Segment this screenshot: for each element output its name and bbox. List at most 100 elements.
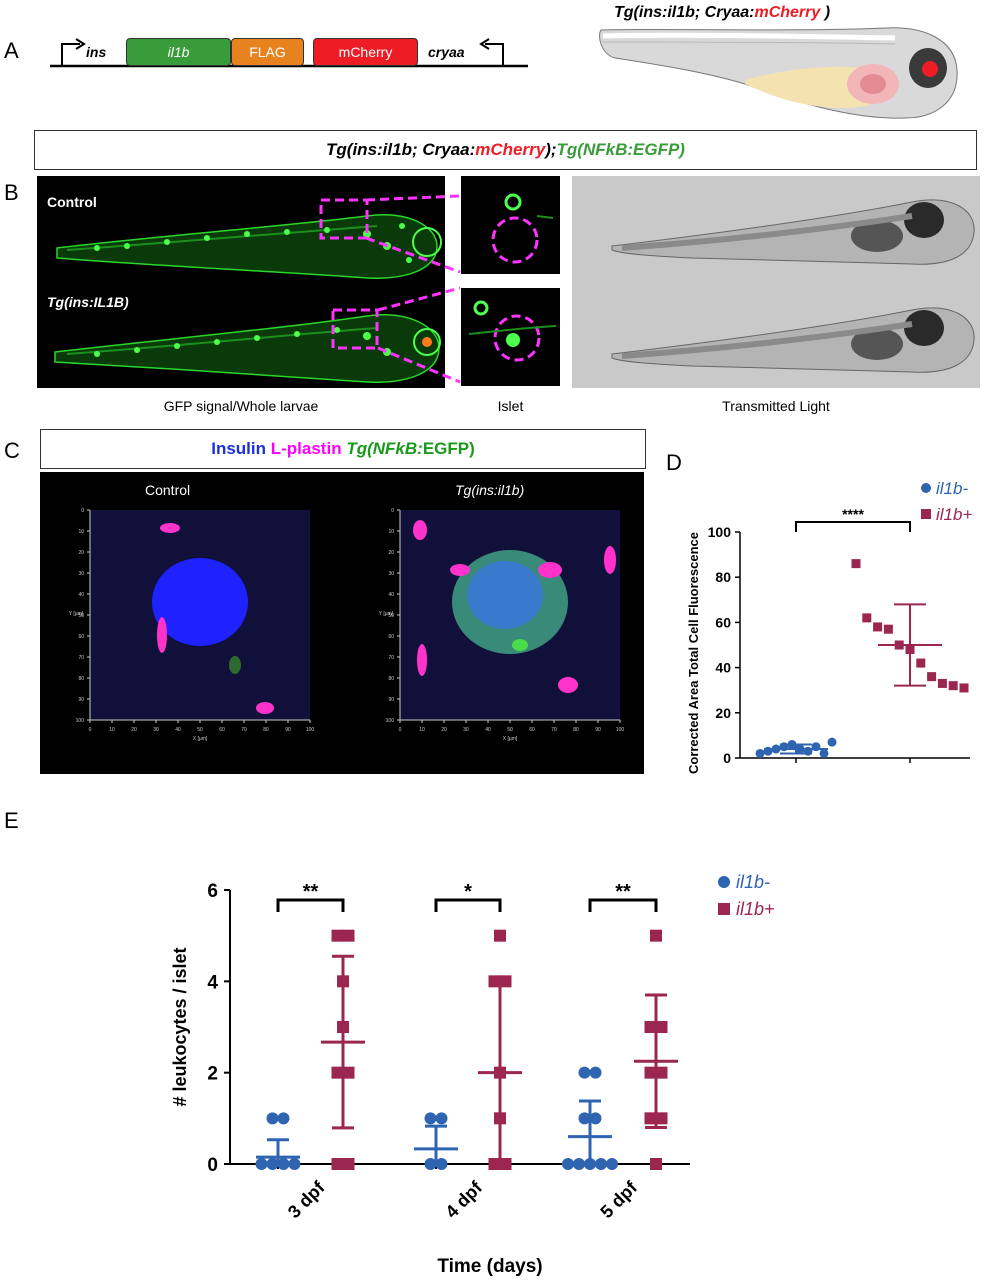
significance-bracket: [795, 521, 911, 532]
x-tick-label: 60: [529, 727, 535, 733]
x-tick-label: 30: [153, 727, 159, 733]
panel-letter-d: D: [666, 450, 682, 475]
lplastin-cell: [413, 520, 427, 540]
confocal-image-panel: 0 0 10 10 20 20 30 30 40 40 50 50 60 60 70 70 80 80 90 90 10…: [40, 472, 644, 774]
y-tick-label: 80: [715, 569, 731, 585]
x-tick-label: 80: [573, 727, 579, 733]
panel-b-header: Tg(ins:il1b; Cryaa: mCherry); Tg(NFkB:EGF…: [34, 130, 977, 170]
x-tick-label: 4 dpf: [441, 1177, 486, 1222]
panel-letter-b: B: [4, 180, 19, 205]
data-point-il1b-plus: [851, 559, 861, 569]
data-point-il1b-plus: [342, 1158, 355, 1170]
x-tick-label: 5 dpf: [596, 1177, 641, 1222]
y-tick-label: 4: [207, 972, 218, 993]
data-point-il1b-plus: [494, 929, 506, 942]
y-tick-label: 20: [78, 550, 84, 556]
chart-d: 0 20 40 60 80 100 Corrected Area Total Cell Fl…: [686, 479, 972, 774]
legend-marker-il1b-plus: [718, 903, 730, 915]
y-tick-label: 50: [388, 613, 394, 619]
y-tick-label: 50: [78, 613, 84, 619]
data-point-il1b-plus: [644, 1066, 657, 1079]
x-tick-label: 30: [463, 727, 469, 733]
y-tick-label: 10: [388, 529, 394, 535]
y-tick-label: 70: [78, 655, 84, 661]
y-tick-label: 100: [708, 524, 732, 540]
x-tick-label: 100: [306, 727, 315, 733]
data-point-il1b-plus: [916, 658, 926, 668]
egfp-cell: [512, 639, 528, 651]
significance-label: **: [615, 881, 631, 903]
il1b-gene-box: il1b: [126, 38, 231, 66]
lplastin-cell: [256, 702, 274, 714]
cryaa-promoter-label: cryaa: [428, 44, 465, 60]
data-point-il1b-plus: [948, 681, 958, 691]
data-point-il1b-minus: [562, 1158, 574, 1170]
panel-letter-a: A: [4, 38, 19, 63]
y-axis-label: Y [µm]: [69, 611, 84, 617]
insulin-blob: [152, 558, 248, 646]
transmitted-light-image: [572, 176, 980, 388]
data-point-il1b-minus: [288, 1158, 301, 1170]
x-tick-label: 40: [485, 727, 491, 733]
y-tick-label: 100: [76, 718, 85, 724]
legend-marker-il1b-minus: [921, 483, 931, 493]
zoom-connectors: [365, 194, 461, 384]
legend-label-il1b-minus: il1b-: [736, 872, 770, 892]
x-tick-label: 20: [131, 727, 137, 733]
data-point-il1b-plus: [655, 1066, 668, 1079]
data-point-il1b-plus: [331, 929, 344, 942]
data-point-il1b-minus: [277, 1112, 290, 1125]
ins-promoter-label: ins: [86, 44, 107, 60]
legend-marker-il1b-minus: [718, 876, 730, 888]
tg-label-c: Tg(ins:il1b): [455, 482, 525, 498]
x-tick-label: 50: [507, 727, 513, 733]
mcherry-box: mCherry: [313, 38, 418, 66]
data-point-il1b-plus: [873, 622, 883, 632]
significance-bracket: [588, 898, 658, 912]
y-tick-label: 90: [388, 697, 394, 703]
data-point-il1b-minus: [755, 748, 765, 758]
lplastin-cell: [417, 644, 427, 676]
lplastin-cell: [558, 677, 578, 693]
data-point-il1b-plus: [927, 672, 937, 682]
lplastin-cell: [604, 546, 616, 574]
legend-label-il1b-minus: il1b-: [936, 479, 968, 498]
lplastin-cell: [157, 617, 167, 653]
y-tick-label: 60: [715, 614, 731, 630]
x-tick-label: 70: [551, 727, 557, 733]
data-point-il1b-plus: [650, 1158, 662, 1170]
data-point-il1b-minus: [819, 748, 829, 758]
lplastin-cell: [160, 523, 180, 533]
y-tick-label: 40: [78, 592, 84, 598]
y-tick-label: 0: [207, 1155, 218, 1176]
legend-label-il1b-plus: il1b+: [936, 505, 972, 524]
x-tick-label: 100: [616, 727, 625, 733]
x-tick-label: 10: [419, 727, 425, 733]
y-tick-label: 0: [391, 508, 394, 514]
data-point-il1b-plus: [883, 624, 893, 634]
data-point-il1b-minus: [435, 1112, 448, 1125]
legend-label-il1b-plus: il1b+: [736, 899, 775, 919]
x-tick-label: 60: [219, 727, 225, 733]
x-tick-label: 0: [89, 727, 92, 733]
y-axis-label: Y [µm]: [379, 611, 394, 617]
x-axis-label: X [µm]: [193, 736, 208, 742]
significance-bracket: [434, 898, 502, 912]
legend-marker-il1b-plus: [921, 509, 931, 519]
x-tick-label: 3 dpf: [284, 1177, 329, 1222]
y-axis-label: # leukocytes / islet: [170, 947, 190, 1106]
panel-letter-e: E: [4, 808, 19, 833]
data-point-il1b-plus: [655, 1021, 668, 1033]
caption-transmitted-light: Transmitted Light: [722, 398, 830, 414]
panel-letter-c: C: [4, 438, 20, 463]
x-tick-label: 50: [197, 727, 203, 733]
data-point-il1b-plus: [655, 1112, 668, 1125]
y-tick-label: 10: [78, 529, 84, 535]
x-tick-label: 90: [595, 727, 601, 733]
data-point-il1b-minus: [589, 1066, 602, 1079]
data-point-il1b-plus: [937, 678, 947, 688]
flag-tag-box: FLAG: [231, 38, 304, 66]
panel-c-header: Insulin L-plastin Tg(NFkB: EGFP): [40, 429, 646, 469]
data-point-il1b-plus: [342, 1066, 355, 1079]
y-tick-label: 70: [388, 655, 394, 661]
